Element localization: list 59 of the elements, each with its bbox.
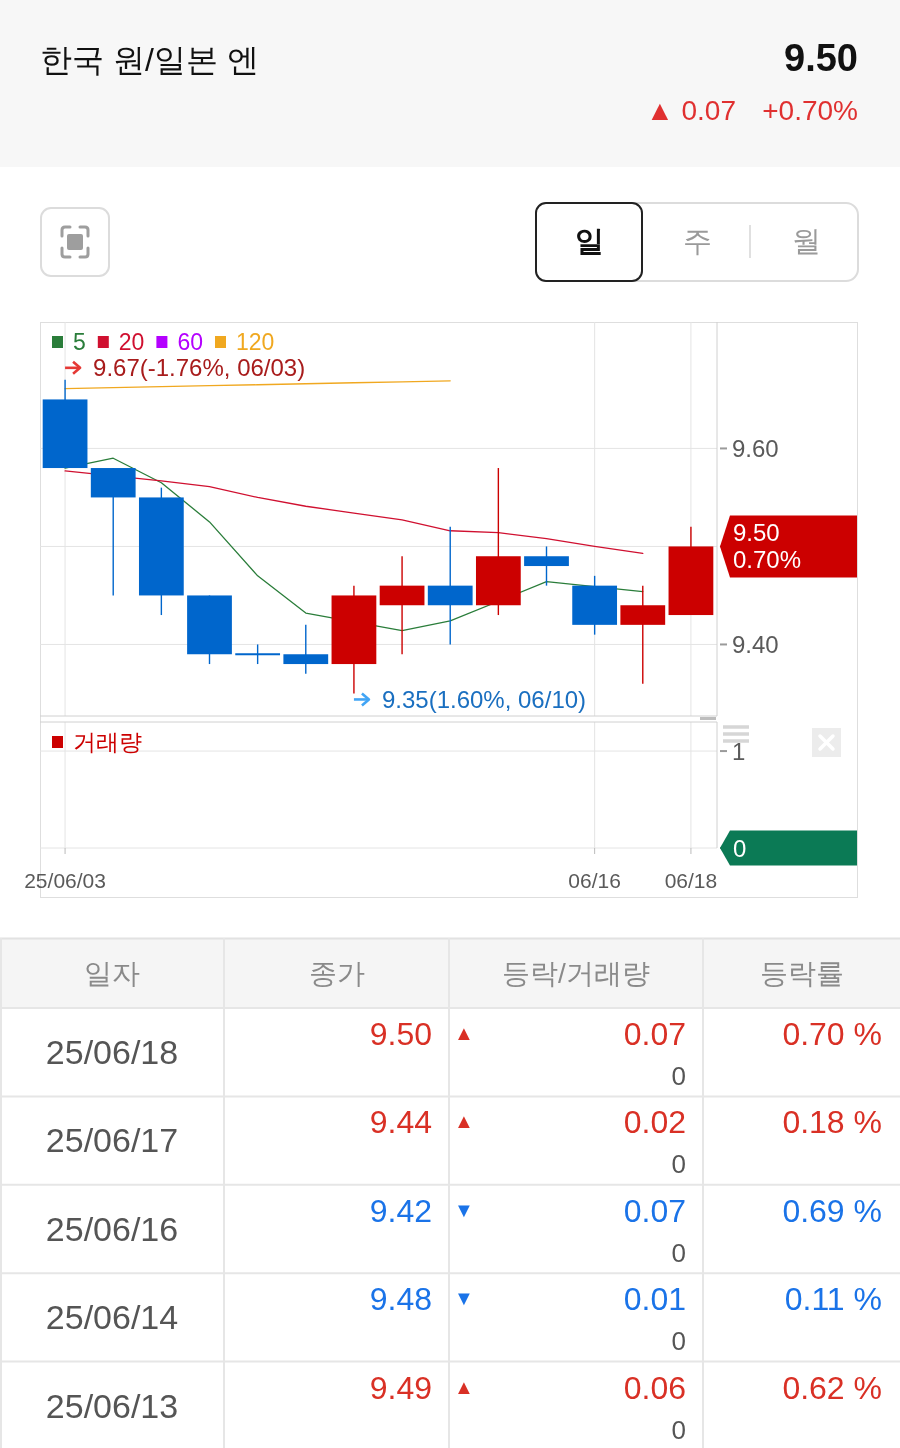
text: 9.50 <box>784 37 858 79</box>
category-label: 25/06/13 <box>45 1386 179 1425</box>
category-label: 25/06/18 <box>45 1033 179 1071</box>
legend-label: 60 <box>177 329 203 355</box>
text: 9.49 <box>369 1369 432 1406</box>
text: 0 <box>671 1061 686 1091</box>
text: 한국 원/일본 엔 <box>40 42 259 78</box>
text: ▲ 0.07 <box>646 94 736 126</box>
text: 0 <box>671 1149 686 1180</box>
text: 0 <box>671 1326 686 1357</box>
text: 0.11 % <box>784 1281 882 1318</box>
annotation: 9.35(1.60%, 06/10) <box>381 685 587 713</box>
category-label: 25/06/16 <box>45 1209 179 1248</box>
text: 9.42 <box>369 1192 432 1229</box>
text: 월 <box>791 225 821 257</box>
text: +0.70% <box>762 94 858 126</box>
x-tick-label: 06/16 <box>568 868 621 892</box>
category-label: 25/06/14 <box>45 1298 179 1337</box>
text: ▲ <box>454 1110 474 1133</box>
category-label: 25/06/17 <box>45 1121 179 1160</box>
category-label: 일자 <box>84 957 140 989</box>
legend-label: 120 <box>236 329 275 355</box>
y-tick-label: 9.40 <box>732 630 779 658</box>
y-tick-label: 0 <box>733 834 747 862</box>
legend-label: 거래량 <box>73 729 142 755</box>
text: 0.07 <box>623 1016 686 1052</box>
y-tick-label: 9.60 <box>732 434 779 462</box>
text: 주 <box>682 225 712 257</box>
line-series <box>64 380 451 390</box>
text: 0.07 <box>623 1192 686 1229</box>
text: 0 <box>671 1237 686 1268</box>
x-tick-label: 25/06/03 <box>24 868 106 892</box>
text: ▲ <box>454 1022 474 1044</box>
text: 9.50 <box>369 1016 432 1052</box>
text: 0.06 <box>623 1369 686 1406</box>
text: ▼ <box>454 1287 474 1310</box>
text: 0 <box>671 1414 686 1445</box>
text: 9.50 0.70% <box>733 519 802 574</box>
category-label: 종가 <box>308 957 365 989</box>
text: 9.44 <box>369 1104 432 1141</box>
text: 0.01 <box>623 1281 686 1318</box>
category-label: 등락률 <box>759 957 844 989</box>
annotation: 9.67(-1.76%, 06/03) <box>93 354 306 382</box>
text: 0.70 % <box>782 1016 882 1052</box>
category-label: 등락/거래량 <box>502 957 650 989</box>
line-series <box>64 470 644 554</box>
text: 일 <box>574 225 604 257</box>
text: 0.62 % <box>782 1369 882 1406</box>
text: 0.18 % <box>782 1104 882 1141</box>
text: 0.02 <box>623 1104 686 1141</box>
text: 0.69 % <box>782 1192 882 1229</box>
y-tick-label: 1 <box>732 737 746 765</box>
text: ▼ <box>454 1198 474 1221</box>
legend-label: 5 <box>73 329 86 355</box>
candlestick <box>235 643 281 665</box>
x-tick-label: 06/18 <box>664 868 718 892</box>
text: 9.48 <box>369 1281 432 1318</box>
legend-label: 20 <box>118 329 145 355</box>
text: ▲ <box>454 1375 474 1398</box>
